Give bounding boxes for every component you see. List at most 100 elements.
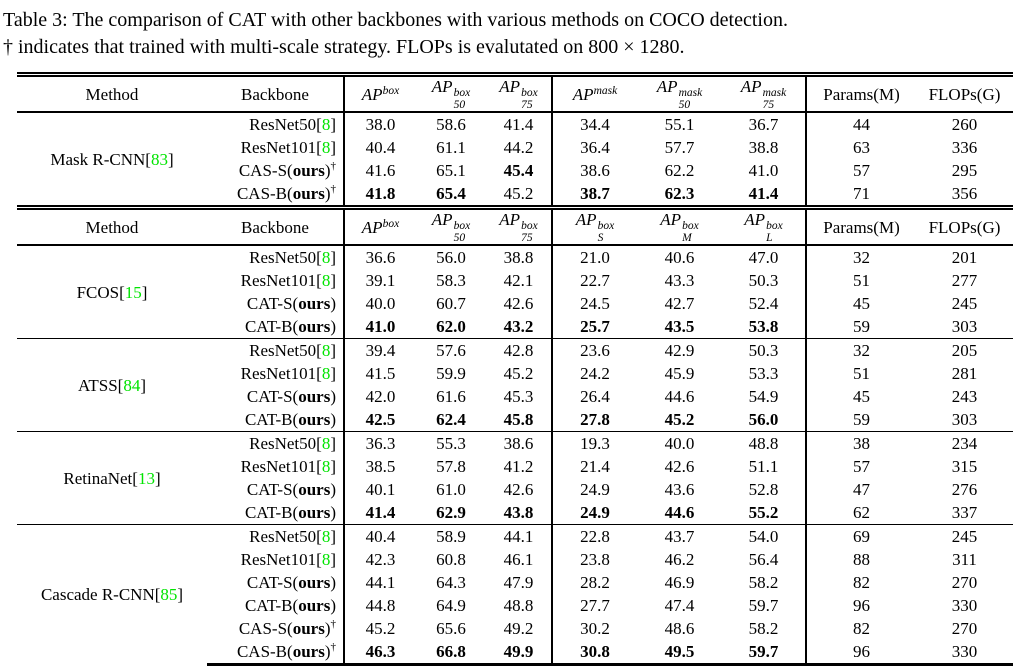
cell-ap-value: 40.4 xyxy=(343,136,416,160)
backbone-name: ResNet50 xyxy=(249,434,317,454)
table-row: CAT-S(ours) 42.0 61.6 45.3 26.4 44.6 54.9 45 243 xyxy=(17,385,1013,409)
metric-sub: 75 xyxy=(762,99,775,112)
cell-ap-value: 42.7 xyxy=(664,294,695,314)
cell-ap-value: 44.2 xyxy=(503,138,534,158)
cell-params: 45 xyxy=(805,385,916,409)
method-citation-ref: 83 xyxy=(150,149,168,169)
cell-ap-value: 43.2 xyxy=(503,317,534,337)
bracket-close: ] xyxy=(330,550,336,570)
table-row: CAT-S(ours) 40.0 60.7 42.6 24.5 42.7 52.4 45 245 xyxy=(17,292,1013,316)
cell-ap-value: 60.8 xyxy=(436,550,466,570)
cell-ap-value: 30.2 xyxy=(551,617,637,641)
cell-params: 96 xyxy=(805,594,916,618)
cell-params: 32 xyxy=(805,338,916,363)
backbone-name: ResNet101 xyxy=(240,271,317,291)
cell-ap-value: 44.8 xyxy=(343,594,416,618)
col-header-ap-metric: APbox xyxy=(343,205,416,247)
cell-backbone: CAS-S(ours)† xyxy=(207,617,344,640)
cell-flops: 330 xyxy=(916,640,1013,667)
table-row: CAS-S(ours)† 45.2 65.6 49.2 30.2 48.6 58.2 82 27… xyxy=(17,617,1013,641)
cell-ap-value: 54.0 xyxy=(722,524,806,549)
metric-base: AP xyxy=(660,210,682,230)
cell-flops: 281 xyxy=(951,364,978,384)
bracket-open: [ xyxy=(117,375,124,395)
cell-method: RetinaNet[13] xyxy=(17,431,207,525)
bracket-close: ] xyxy=(330,115,336,135)
col-header-params: Params(M) xyxy=(805,205,916,247)
backbone-citation-ref: 8 xyxy=(321,434,331,454)
backbone-name: ResNet101 xyxy=(240,550,317,570)
dagger-mark: † xyxy=(330,183,337,196)
cell-ap-value: 45.2 xyxy=(503,184,534,204)
paren-close: ) xyxy=(330,387,336,407)
cell-ap-value: 24.9 xyxy=(551,501,637,525)
cell-backbone: CAT-S(ours) xyxy=(207,292,344,315)
cell-ap-value: 58.9 xyxy=(416,524,486,549)
bracket-close: ] xyxy=(141,282,148,302)
cell-ap-value: 53.3 xyxy=(748,364,779,384)
metric-base: AP xyxy=(431,210,453,230)
cell-ap-value: 50.3 xyxy=(722,338,806,363)
col-header-ap-metric: AP box 75 xyxy=(486,72,552,114)
metric-supsub: box M xyxy=(682,220,699,244)
col-header-ap-metric: AP box 75 xyxy=(486,205,552,247)
metric-sub: 75 xyxy=(521,99,533,112)
cell-ap-value: 43.3 xyxy=(664,271,695,291)
cell-ap-value: 59.7 xyxy=(722,640,806,667)
col-header-ap-metric: AP mask 50 xyxy=(637,72,722,114)
col-header-ap-metric: AP box L xyxy=(722,205,806,247)
cell-ap-value: 41.0 xyxy=(748,161,779,181)
cell-ap-value: 41.4 xyxy=(503,115,534,135)
paren-close: ) xyxy=(330,410,336,430)
cell-ap-value: 45.3 xyxy=(503,387,534,407)
backbone-name: CAT-S xyxy=(246,294,293,314)
cell-params: 59 xyxy=(805,315,916,339)
ours-label: ours xyxy=(298,503,331,523)
backbone-name: ResNet50 xyxy=(249,527,317,547)
backbone-citation-ref: 8 xyxy=(321,115,331,135)
cell-backbone: ResNet50[8] xyxy=(207,431,344,456)
metric-sup: mask xyxy=(678,87,703,99)
col-header-ap-metric: AP box 50 xyxy=(416,72,486,114)
cell-params: 47 xyxy=(805,478,916,502)
cell-backbone: ResNet101[8] xyxy=(207,269,344,292)
metric-base: AP xyxy=(499,77,521,96)
cell-method: Mask R-CNN[83] xyxy=(17,112,207,208)
cell-ap-value: 22.8 xyxy=(551,524,637,549)
col-header-flops: FLOPs(G) xyxy=(916,72,1013,114)
cell-ap-value: 55.2 xyxy=(748,503,779,523)
cell-backbone: ResNet101[8] xyxy=(207,455,344,478)
backbone-name: CAT-B xyxy=(244,596,293,616)
cell-backbone: ResNet101[8] xyxy=(207,136,344,159)
metric-base: AP xyxy=(499,210,521,230)
bracket-close: ] xyxy=(330,457,336,477)
table-row: ATSS[84] ResNet50[8] 39.4 57.6 42.8 23.6 42.9 5… xyxy=(17,338,1013,432)
cell-ap-value: 27.8 xyxy=(551,408,637,432)
backbone-name: CAT-S xyxy=(246,387,293,407)
header-row: Method Backbone APbox AP box 50 AP box 75 APmask A… xyxy=(17,72,1013,114)
cell-ap-value: 45.2 xyxy=(503,364,534,384)
caption-line-1: Table 3: The comparison of CAT with othe… xyxy=(3,9,788,31)
cell-params: 44 xyxy=(805,112,916,137)
cell-ap-value: 58.2 xyxy=(748,619,779,639)
ours-label: ours xyxy=(298,387,331,407)
method-name: Cascade R-CNN xyxy=(40,585,155,605)
cell-ap-value: 58.6 xyxy=(436,115,466,135)
cell-ap-value: 34.4 xyxy=(551,112,637,137)
paren-open: ( xyxy=(287,184,293,204)
cell-flops: 201 xyxy=(951,248,978,268)
table-row: Mask R-CNN[83] ResNet50[8] 38.0 58.6 41.4 34.… xyxy=(17,112,1013,169)
cell-params: 59 xyxy=(805,408,916,432)
cell-backbone: CAT-S(ours) xyxy=(207,385,344,408)
bracket-close: ] xyxy=(330,271,336,291)
header-row: Method Backbone APbox AP box 50 AP box 75 AP box S A… xyxy=(17,205,1013,247)
metric-sup: box xyxy=(766,220,783,233)
cell-ap-value: 27.7 xyxy=(551,594,637,618)
cell-backbone: CAT-B(ours) xyxy=(207,501,344,525)
cell-ap-value: 51.1 xyxy=(748,457,779,477)
cell-ap-value: 44.1 xyxy=(486,524,552,549)
table-row: RetinaNet[13] ResNet50[8] 36.3 55.3 38.6 19.3… xyxy=(17,431,1013,525)
metric-base: AP xyxy=(431,77,453,96)
cell-ap-value: 62.2 xyxy=(664,161,695,181)
